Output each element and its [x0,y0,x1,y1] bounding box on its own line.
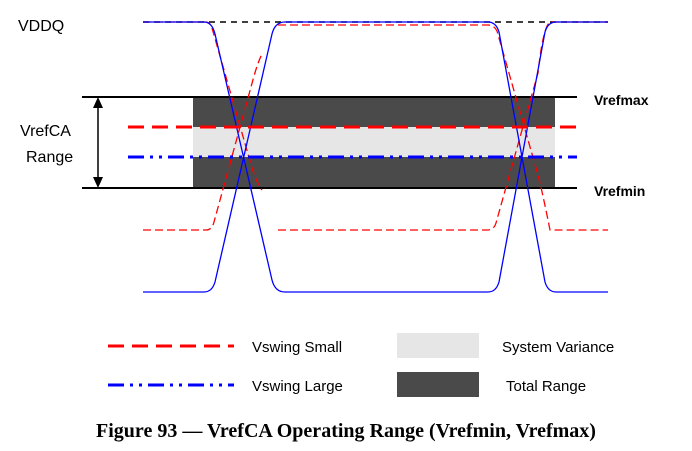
legend-total-range-label: Total Range [506,378,586,395]
vswing-large-signal [143,21,608,293]
legend-system-variance-swatch [397,333,479,358]
legend-vswing-large-label: Vswing Large [252,378,343,395]
vrefmin-label: Vrefmin [594,183,645,199]
legend-vswing-small-label: Vswing Small [252,339,342,356]
vrefca-range-arrow [93,97,103,188]
legend-total-range-swatch [397,372,479,397]
legend-system-variance-label: System Variance [502,339,614,356]
total-range-band-upper [193,97,555,127]
system-variance-band [193,127,555,157]
legend: Vswing Small Vswing Large System Varianc… [108,333,614,397]
vrefca-range-label-line1: VrefCA [20,123,71,140]
range-bands [193,97,555,188]
vddq-label: VDDQ [18,18,64,35]
vrefmax-label: Vrefmax [594,92,649,108]
figure-caption: Figure 93 — VrefCA Operating Range (Vref… [96,420,596,442]
vrefca-range-label-line2: Range [26,149,73,166]
